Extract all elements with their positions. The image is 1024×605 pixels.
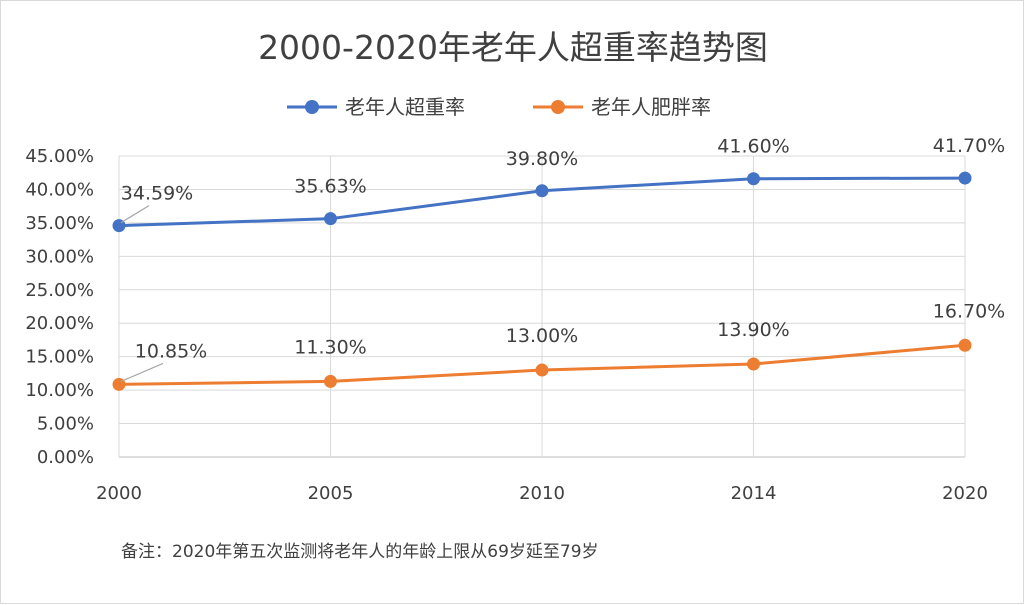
data-label: 39.80% bbox=[506, 148, 578, 170]
y-tick-label: 30.00% bbox=[25, 246, 94, 267]
y-axis: 0.00% 5.00% 10.00% 15.00% 20.00% 25.00% 30.00%… bbox=[25, 146, 94, 468]
data-point bbox=[535, 184, 549, 198]
legend-marker-1 bbox=[305, 100, 319, 114]
y-tick-label: 10.00% bbox=[25, 380, 94, 401]
data-point bbox=[324, 212, 337, 226]
x-tick-label: 2005 bbox=[308, 483, 354, 504]
chart-title: 2000-2020年老年人超重率趋势图 bbox=[258, 28, 768, 67]
data-label: 35.63% bbox=[294, 176, 366, 198]
data-label: 13.90% bbox=[717, 319, 789, 341]
y-tick-label: 20.00% bbox=[25, 313, 94, 334]
label-leader-line bbox=[120, 205, 150, 224]
legend: 老年人超重率 老年人肥胖率 bbox=[287, 95, 711, 119]
legend-label-2: 老年人肥胖率 bbox=[591, 95, 711, 119]
y-tick-label: 40.00% bbox=[25, 179, 94, 200]
data-point bbox=[958, 338, 972, 352]
y-tick-label: 15.00% bbox=[25, 347, 94, 368]
y-tick-label: 25.00% bbox=[25, 280, 94, 301]
legend-marker-2 bbox=[551, 100, 565, 114]
label-leader-line bbox=[120, 362, 164, 382]
data-label: 41.70% bbox=[933, 135, 1005, 157]
series-group: 34.59% 35.63% 39.80% 41.60% 41.70% 10.85% 11.3… bbox=[112, 135, 1005, 391]
data-label: 11.30% bbox=[294, 336, 366, 358]
data-point bbox=[958, 171, 972, 185]
data-label: 41.60% bbox=[717, 136, 789, 158]
data-point bbox=[324, 374, 337, 388]
footnote: 备注：2020年第五次监测将老年人的年龄上限从69岁延至79岁 bbox=[121, 542, 599, 562]
x-tick-label: 2020 bbox=[942, 483, 988, 504]
data-label: 10.85% bbox=[135, 340, 207, 362]
data-label: 16.70% bbox=[933, 300, 1005, 322]
data-label: 34.59% bbox=[121, 183, 193, 205]
x-axis: 2000 2005 2010 2014 2020 bbox=[96, 483, 988, 504]
x-tick-label: 2000 bbox=[96, 483, 142, 504]
data-label: 13.00% bbox=[506, 325, 578, 347]
legend-label-1: 老年人超重率 bbox=[345, 95, 465, 119]
y-tick-label: 0.00% bbox=[37, 447, 94, 468]
y-tick-label: 45.00% bbox=[25, 146, 94, 167]
gridlines bbox=[118, 155, 966, 458]
y-tick-label: 35.00% bbox=[25, 213, 94, 234]
x-tick-label: 2010 bbox=[519, 483, 565, 504]
data-point bbox=[535, 363, 549, 377]
data-point bbox=[747, 357, 760, 371]
x-tick-label: 2014 bbox=[731, 483, 777, 504]
y-tick-label: 5.00% bbox=[37, 414, 94, 435]
data-point bbox=[747, 172, 760, 186]
